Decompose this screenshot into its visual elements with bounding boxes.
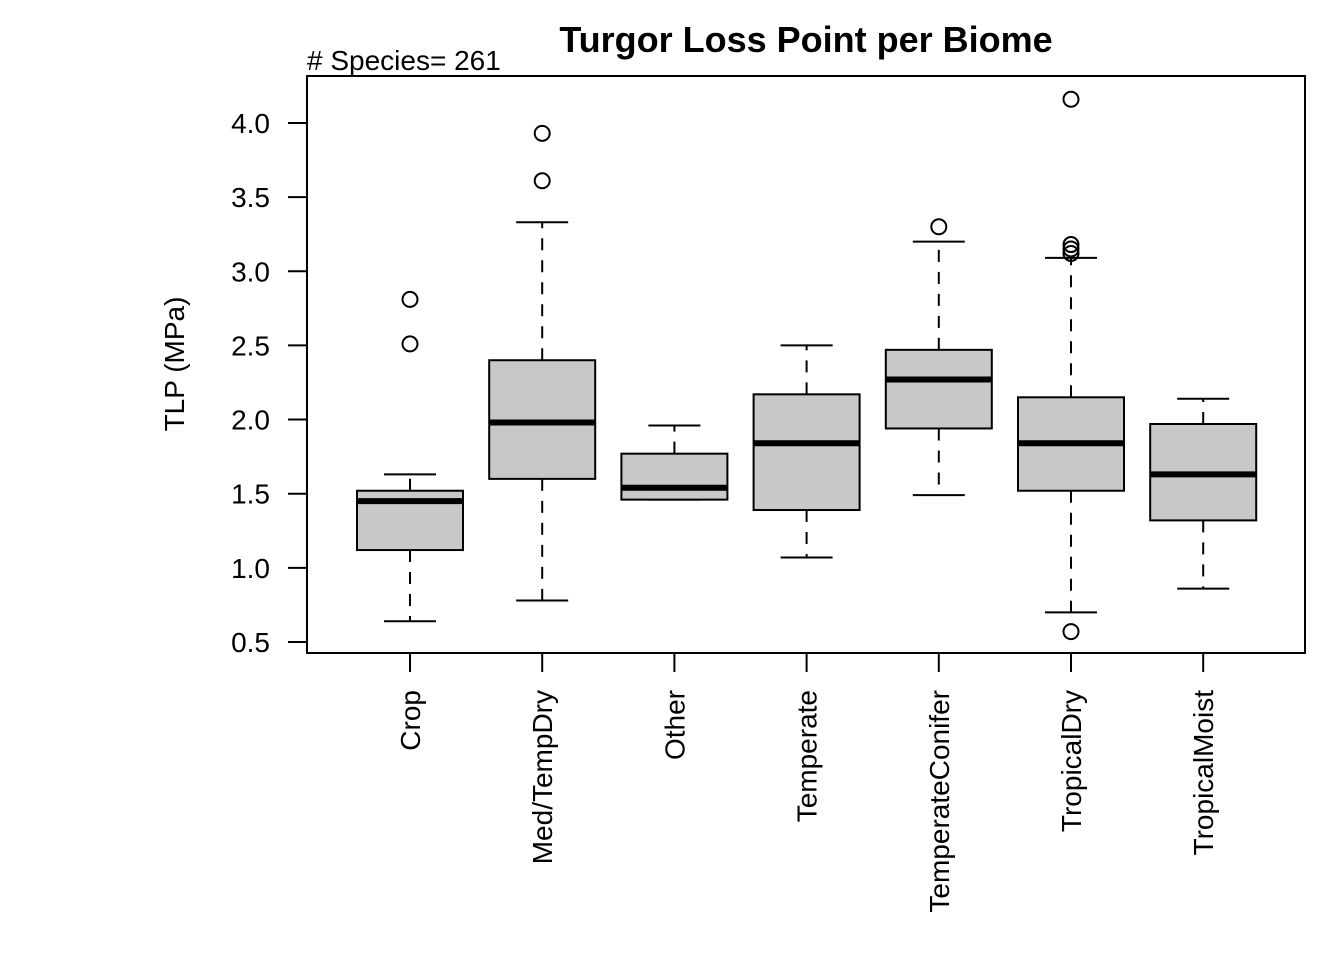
x-tick-label: Crop (395, 690, 426, 751)
iqr-box (884, 348, 993, 430)
x-tick-label: Med/TempDry (527, 690, 558, 864)
y-tick-label: 3.5 (231, 182, 270, 213)
iqr-box (620, 452, 729, 501)
box-tropicalmoist (1149, 397, 1258, 590)
y-tick-label: 2.5 (231, 330, 270, 361)
x-tick-label: Other (659, 690, 690, 760)
outlier-point (930, 218, 948, 236)
y-tick-label: 4.0 (231, 108, 270, 139)
x-axis: Crop Med/TempDry Other Temperate TemperateCo… (395, 652, 1219, 913)
y-tick-label: 2.0 (231, 405, 270, 436)
box-tropicaldry (1017, 90, 1125, 641)
outlier-point (1062, 244, 1080, 262)
x-tick-label: TemperateConifer (924, 690, 955, 913)
box-temperateconifer (884, 218, 993, 497)
outlier-point (401, 335, 419, 353)
iqr-box (752, 393, 861, 512)
outlier-point (1062, 240, 1080, 258)
y-tick-label: 1.5 (231, 479, 270, 510)
box-other (620, 424, 729, 501)
x-tick-label: TropicalMoist (1188, 690, 1219, 856)
outlier-point (533, 124, 551, 142)
box-crop (356, 290, 464, 623)
x-tick-label: TropicalDry (1056, 690, 1087, 832)
y-tick-label: 3.0 (231, 256, 270, 287)
box-med-tempdry (488, 124, 597, 602)
outlier-point (1062, 236, 1080, 254)
chart-title: Turgor Loss Point per Biome (559, 19, 1052, 60)
box-temperate (752, 344, 861, 559)
y-tick-label: 0.5 (231, 627, 270, 658)
outlier-point (533, 172, 551, 190)
outlier-point (401, 290, 419, 308)
y-axis-label: TLP (MPa) (159, 297, 190, 432)
y-tick-label: 1.0 (231, 553, 270, 584)
y-axis: 0.5 1.0 1.5 2.0 2.5 3.0 3.5 4.0 (231, 108, 308, 658)
outlier-point (1062, 623, 1080, 641)
outlier-point (1062, 90, 1080, 108)
chart-subtitle: # Species= 261 (307, 45, 501, 76)
x-tick-label: Temperate (792, 690, 823, 822)
box-group (356, 90, 1258, 641)
